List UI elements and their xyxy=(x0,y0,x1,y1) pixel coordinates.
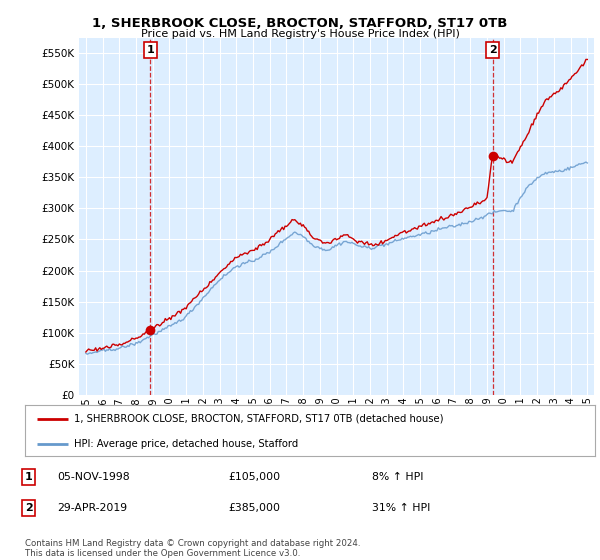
Text: 1: 1 xyxy=(25,472,32,482)
Text: Contains HM Land Registry data © Crown copyright and database right 2024.
This d: Contains HM Land Registry data © Crown c… xyxy=(25,539,361,558)
Text: £105,000: £105,000 xyxy=(228,472,280,482)
Text: 8% ↑ HPI: 8% ↑ HPI xyxy=(372,472,424,482)
Text: Price paid vs. HM Land Registry's House Price Index (HPI): Price paid vs. HM Land Registry's House … xyxy=(140,29,460,39)
Text: £385,000: £385,000 xyxy=(228,503,280,513)
Text: 1, SHERBROOK CLOSE, BROCTON, STAFFORD, ST17 0TB (detached house): 1, SHERBROOK CLOSE, BROCTON, STAFFORD, S… xyxy=(74,414,443,424)
Text: 2: 2 xyxy=(25,503,32,513)
Text: 2: 2 xyxy=(488,45,496,55)
Text: 05-NOV-1998: 05-NOV-1998 xyxy=(57,472,130,482)
Text: 31% ↑ HPI: 31% ↑ HPI xyxy=(372,503,430,513)
Text: 29-APR-2019: 29-APR-2019 xyxy=(57,503,127,513)
Text: HPI: Average price, detached house, Stafford: HPI: Average price, detached house, Staf… xyxy=(74,438,298,449)
Text: 1, SHERBROOK CLOSE, BROCTON, STAFFORD, ST17 0TB: 1, SHERBROOK CLOSE, BROCTON, STAFFORD, S… xyxy=(92,17,508,30)
Text: 1: 1 xyxy=(146,45,154,55)
